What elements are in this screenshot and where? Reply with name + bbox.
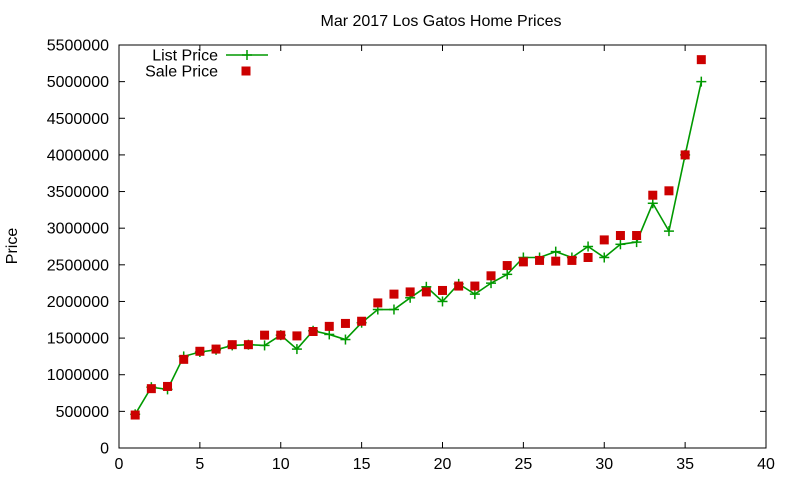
x-tick-label: 40 [757, 456, 775, 473]
plot-border [118, 44, 767, 449]
square-marker [696, 55, 706, 65]
square-marker [486, 271, 496, 281]
square-marker [470, 281, 480, 291]
x-tick-label: 10 [272, 456, 290, 473]
square-marker [421, 287, 431, 297]
plus-marker [469, 289, 480, 300]
series-1 [130, 55, 706, 420]
plus-marker [259, 340, 270, 351]
square-marker [308, 326, 318, 336]
plus-marker [388, 304, 399, 315]
y-tick-label: 2000000 [47, 294, 109, 311]
square-marker [535, 255, 545, 265]
y-tick-label: 5500000 [47, 38, 109, 55]
legend-label: Sale Price [145, 64, 218, 81]
plus-marker [502, 269, 513, 280]
x-tick-label: 35 [676, 456, 694, 473]
x-tick-label: 20 [434, 456, 452, 473]
series-0 [130, 76, 707, 420]
plus-marker [550, 246, 561, 257]
y-tick-label: 0 [100, 441, 109, 458]
chart-title: Mar 2017 Los Gatos Home Prices [321, 13, 562, 30]
square-marker [146, 384, 156, 394]
square-marker [518, 257, 528, 267]
plot-marks [130, 55, 707, 420]
y-tick-label: 2500000 [47, 257, 109, 274]
y-tick-label: 1000000 [47, 367, 109, 384]
square-marker [551, 256, 561, 266]
square-marker [227, 340, 237, 350]
plus-marker [291, 344, 302, 355]
legend-label: List Price [152, 48, 218, 65]
x-tick-label: 5 [195, 456, 204, 473]
square-marker [211, 344, 221, 354]
square-marker [260, 330, 270, 340]
plus-marker [647, 198, 658, 209]
square-marker [599, 235, 609, 245]
plus-marker [583, 241, 594, 252]
x-tick-label: 25 [514, 456, 532, 473]
square-marker [648, 190, 658, 200]
square-marker [615, 231, 625, 241]
y-tick-label: 500000 [56, 404, 109, 421]
y-tick-label: 4500000 [47, 111, 109, 128]
square-marker [454, 281, 464, 291]
square-marker [632, 231, 642, 241]
plus-marker [696, 76, 707, 87]
y-tick-label: 5000000 [47, 74, 109, 91]
square-marker [583, 252, 593, 262]
square-marker [405, 287, 415, 297]
plus-marker [242, 50, 252, 60]
plus-marker [663, 226, 674, 237]
plus-marker [599, 252, 610, 263]
series-line [134, 81, 703, 415]
y-tick-label: 1500000 [47, 331, 109, 348]
square-marker [179, 354, 189, 364]
square-marker [664, 186, 674, 196]
square-marker [340, 318, 350, 328]
axes: 0 5 10 15 20 25 30 35 40 0 500000 1000000 1500000 200… [47, 38, 775, 474]
square-marker [324, 321, 334, 331]
y-axis-label: Price [4, 228, 21, 265]
square-marker [680, 150, 690, 160]
square-marker [243, 340, 253, 350]
square-marker [292, 331, 302, 341]
square-marker [389, 289, 399, 299]
plus-marker [340, 334, 351, 345]
y-tick-label: 3500000 [47, 184, 109, 201]
square-marker [357, 316, 367, 326]
square-marker [241, 66, 251, 76]
square-marker [130, 410, 140, 420]
x-tick-label: 0 [115, 456, 124, 473]
square-marker [438, 285, 447, 295]
x-tick-label: 30 [595, 456, 613, 473]
square-marker [502, 261, 512, 271]
square-marker [195, 346, 205, 356]
plus-marker [437, 296, 448, 307]
y-tick-label: 3000000 [47, 221, 109, 238]
plus-marker [324, 329, 335, 340]
x-tick-label: 15 [353, 456, 371, 473]
y-tick-label: 4000000 [47, 147, 109, 164]
square-marker [163, 381, 173, 391]
square-marker [373, 298, 383, 308]
square-marker [567, 255, 577, 265]
plus-marker [615, 239, 626, 250]
square-marker [276, 330, 286, 340]
